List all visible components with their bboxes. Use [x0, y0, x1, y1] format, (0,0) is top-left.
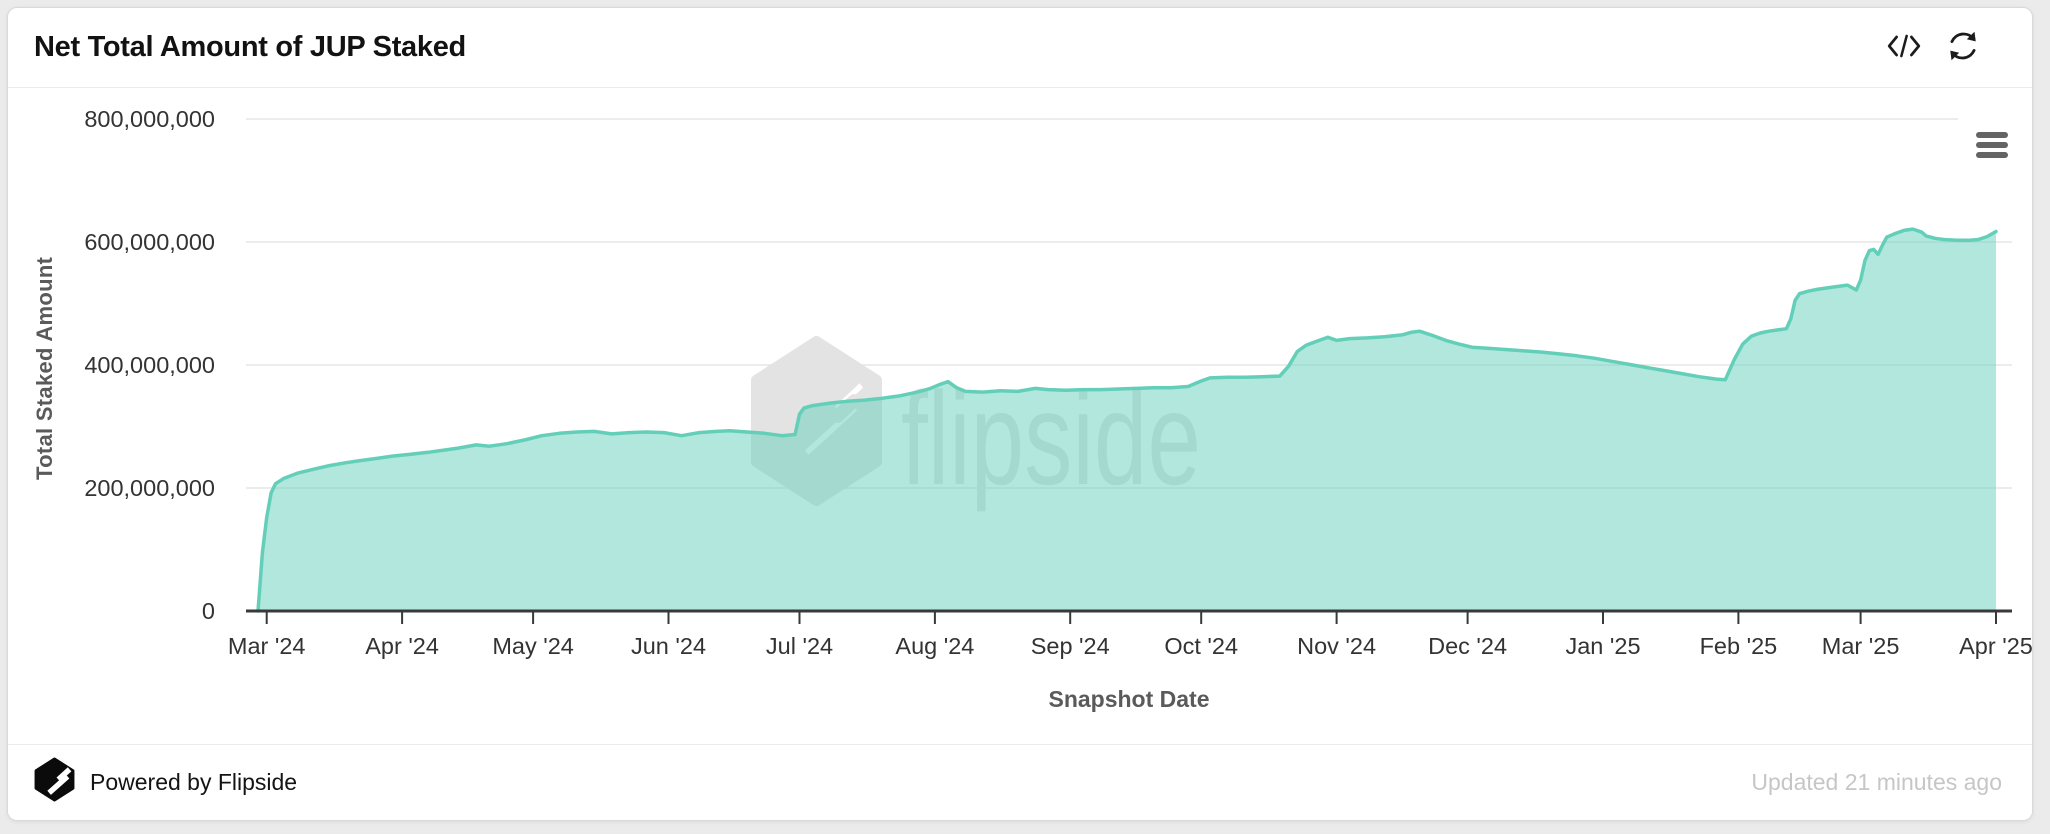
- x-tick-label: Jan '25: [1565, 633, 1640, 659]
- card-header: Net Total Amount of JUP Staked: [8, 8, 2032, 88]
- x-tick-label: Sep '24: [1031, 633, 1110, 659]
- y-axis-title: Total Staked Amount: [32, 256, 57, 480]
- x-tick-label: Oct '24: [1164, 633, 1238, 659]
- x-tick-label: Feb '25: [1700, 633, 1778, 659]
- x-tick-label: Mar '25: [1822, 633, 1900, 659]
- code-icon: [1886, 31, 1922, 64]
- x-tick-label: May '24: [492, 633, 574, 659]
- y-tick-label: 600,000,000: [84, 229, 215, 255]
- y-tick-label: 0: [202, 598, 215, 624]
- x-tick-label: Mar '24: [228, 633, 306, 659]
- y-tick-label: 400,000,000: [84, 352, 215, 378]
- refresh-button[interactable]: [1944, 27, 1982, 68]
- flipside-brand[interactable]: Powered by Flipside: [34, 757, 297, 807]
- x-tick-label: Nov '24: [1297, 633, 1376, 659]
- updated-timestamp: Updated 21 minutes ago: [1751, 768, 2002, 795]
- x-axis-title: Snapshot Date: [1048, 686, 1210, 712]
- header-actions: [1884, 27, 1982, 68]
- embed-code-button[interactable]: [1884, 29, 1924, 66]
- y-tick-label: 800,000,000: [84, 106, 215, 132]
- x-tick-label: Jul '24: [766, 633, 833, 659]
- x-tick-label: Apr '25: [1959, 633, 2032, 659]
- x-tick-label: Dec '24: [1428, 633, 1507, 659]
- x-tick-label: Aug '24: [895, 633, 974, 659]
- series-line: [256, 227, 1998, 613]
- x-tick-label: Apr '24: [365, 633, 439, 659]
- y-tick-label: 200,000,000: [84, 475, 215, 501]
- x-tick-label: Jun '24: [631, 633, 706, 659]
- hamburger-icon: [1976, 132, 2008, 138]
- context-menu-button[interactable]: [1972, 128, 2012, 162]
- flipside-logo-icon: [34, 757, 75, 807]
- refresh-icon: [1946, 29, 1980, 66]
- chart-card: Net Total Amount of JUP Staked: [7, 7, 2033, 821]
- powered-by-label: Powered by Flipside: [90, 768, 298, 795]
- page-title: Net Total Amount of JUP Staked: [34, 31, 466, 63]
- area-fill: [258, 229, 1996, 611]
- card-footer: Powered by Flipside Updated 21 minutes a…: [8, 744, 2032, 819]
